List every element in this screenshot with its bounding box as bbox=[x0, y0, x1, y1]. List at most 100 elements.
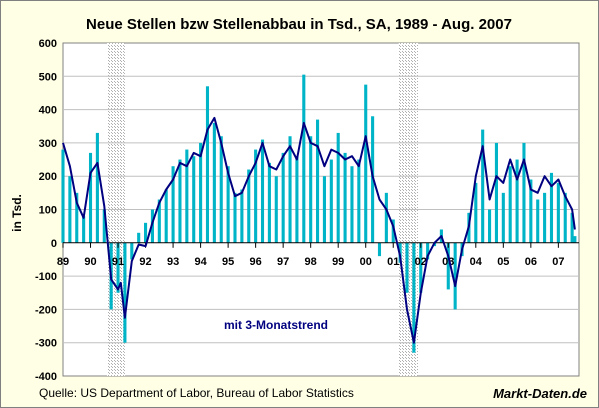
bar bbox=[309, 136, 313, 243]
bar bbox=[322, 176, 326, 243]
bar bbox=[481, 129, 485, 243]
bar bbox=[178, 159, 182, 243]
bar bbox=[350, 166, 354, 243]
bar bbox=[556, 182, 560, 243]
bar bbox=[573, 236, 577, 243]
bar bbox=[488, 209, 492, 243]
bar bbox=[474, 182, 478, 243]
x-tick-label: 00 bbox=[360, 256, 372, 268]
y-tick-label: -400 bbox=[35, 371, 57, 383]
bar bbox=[391, 219, 395, 243]
bar bbox=[536, 199, 540, 243]
y-tick-label: 100 bbox=[39, 205, 57, 217]
y-tick-label: 600 bbox=[39, 38, 57, 50]
x-tick-label: 93 bbox=[167, 256, 179, 268]
x-tick-label: 91 bbox=[112, 256, 124, 268]
bar bbox=[453, 242, 457, 310]
bar bbox=[226, 166, 230, 243]
y-tick-label: 300 bbox=[39, 138, 57, 150]
x-tick-label: 99 bbox=[332, 256, 344, 268]
bar bbox=[144, 222, 148, 243]
x-tick-label: 01 bbox=[387, 256, 399, 268]
y-tick-label: 200 bbox=[39, 171, 57, 183]
bar bbox=[508, 166, 512, 243]
x-tick-label: 94 bbox=[194, 256, 207, 268]
bar bbox=[164, 189, 168, 243]
bar bbox=[95, 132, 99, 243]
bar bbox=[68, 176, 72, 243]
bar bbox=[405, 242, 409, 293]
bar bbox=[205, 86, 210, 243]
bar bbox=[88, 152, 93, 243]
bar bbox=[549, 172, 554, 243]
bar bbox=[260, 139, 265, 243]
bar bbox=[302, 74, 306, 243]
bar bbox=[384, 192, 388, 243]
y-tick-label: -200 bbox=[35, 304, 57, 316]
bar bbox=[116, 242, 120, 293]
x-tick-label: 03 bbox=[442, 256, 454, 268]
bar bbox=[288, 136, 292, 243]
bar bbox=[185, 149, 189, 243]
trend-annotation: mit 3-Monatstrend bbox=[224, 318, 328, 332]
bar bbox=[219, 136, 223, 243]
bar bbox=[336, 132, 340, 243]
bar bbox=[274, 176, 278, 243]
gridlines bbox=[63, 75, 579, 344]
bar bbox=[522, 142, 526, 243]
bar bbox=[123, 242, 127, 343]
source-note: Quelle: US Department of Labor, Bureau o… bbox=[39, 386, 354, 400]
bar bbox=[102, 209, 106, 243]
x-tick-label: 07 bbox=[552, 256, 564, 268]
bar bbox=[501, 192, 505, 243]
bar bbox=[494, 142, 498, 243]
y-tick-label: 0 bbox=[51, 238, 57, 250]
bar bbox=[267, 162, 271, 243]
bar bbox=[75, 192, 79, 243]
bar bbox=[412, 242, 416, 353]
x-tick-label: 96 bbox=[250, 256, 262, 268]
trend-line-series bbox=[62, 116, 576, 344]
y-tick-label: 500 bbox=[39, 71, 57, 83]
bar bbox=[212, 122, 216, 243]
x-tick-label: 92 bbox=[139, 256, 151, 268]
bar bbox=[529, 179, 533, 243]
y-axis-label: in Tsd. bbox=[10, 194, 24, 232]
y-tick-label: -300 bbox=[35, 338, 57, 350]
y-axis-ticks: 600 500 400 300 200 100 0 -100 -200 -300 -400 bbox=[35, 38, 57, 383]
bar bbox=[199, 142, 203, 243]
bar bbox=[329, 159, 333, 243]
x-tick-label: 95 bbox=[222, 256, 234, 268]
bar bbox=[157, 199, 161, 243]
x-tick-label: 06 bbox=[525, 256, 537, 268]
bar bbox=[570, 212, 574, 243]
bar bbox=[192, 156, 196, 243]
bar-series bbox=[61, 74, 577, 353]
bar bbox=[446, 242, 450, 290]
bar bbox=[233, 192, 237, 243]
bar bbox=[515, 159, 519, 243]
trend-line bbox=[62, 116, 576, 344]
bar bbox=[137, 232, 141, 243]
x-tick-label: 98 bbox=[305, 256, 317, 268]
bar bbox=[130, 242, 134, 260]
chart-title: Neue Stellen bzw Stellenabbau in Tsd., S… bbox=[86, 16, 512, 33]
brand-label: Markt-Daten.de bbox=[493, 386, 587, 401]
bar bbox=[281, 152, 285, 243]
x-axis-ticks: 89 90 91 92 93 94 95 96 97 98 99 00 01 02 03 04 05 06 07 bbox=[57, 242, 564, 268]
x-tick-label: 90 bbox=[84, 256, 96, 268]
bar bbox=[543, 192, 547, 243]
bar bbox=[61, 149, 65, 243]
y-tick-label: 400 bbox=[39, 105, 57, 117]
y-tick-label: -100 bbox=[35, 271, 57, 283]
bar bbox=[419, 242, 423, 293]
bar bbox=[426, 242, 430, 260]
bar bbox=[377, 242, 382, 257]
bar bbox=[240, 189, 244, 243]
bar bbox=[82, 216, 86, 243]
bar bbox=[343, 152, 347, 243]
bar bbox=[247, 169, 251, 243]
bar bbox=[171, 166, 175, 243]
bar bbox=[364, 84, 368, 243]
